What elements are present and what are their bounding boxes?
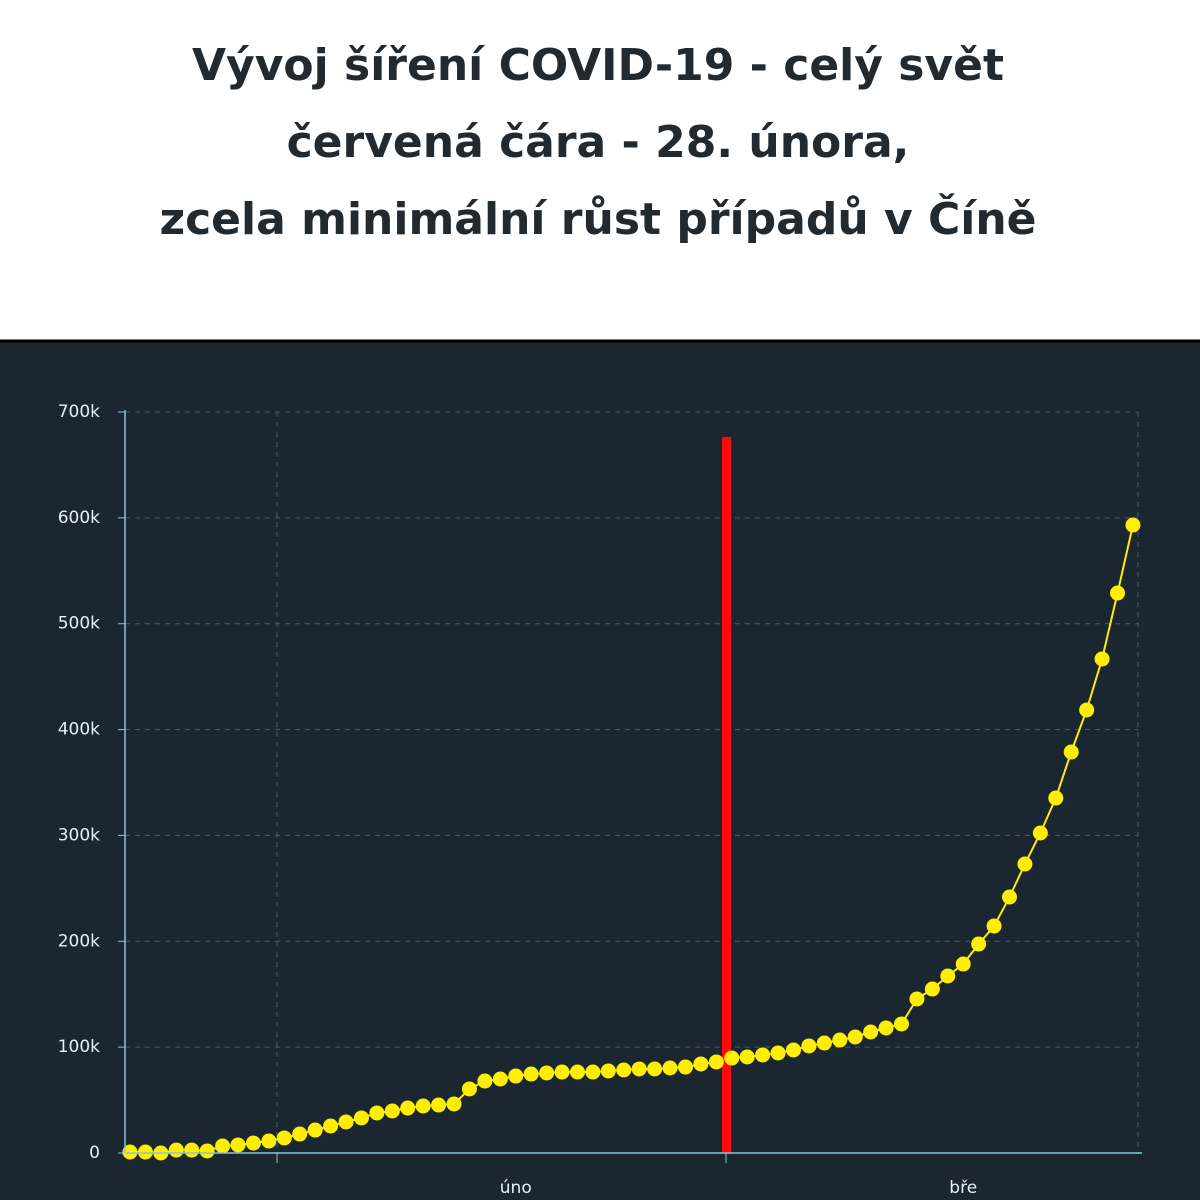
data-point <box>647 1061 663 1077</box>
y-tick-label: 400k <box>58 720 100 740</box>
chart-title: Vývoj šíření COVID-19 - celý svět <box>192 40 1004 91</box>
y-tick-label: 200k <box>58 931 100 951</box>
data-point <box>292 1126 308 1142</box>
data-point <box>971 936 987 952</box>
data-point <box>1048 790 1064 806</box>
points <box>122 517 1141 1161</box>
y-tick-label: 300k <box>58 825 100 845</box>
data-point <box>276 1130 292 1146</box>
data-point <box>1017 856 1033 872</box>
data-point <box>1002 889 1018 905</box>
data-point <box>894 1016 909 1032</box>
data-point <box>215 1138 231 1154</box>
data-point <box>569 1064 585 1080</box>
x-tick-label: bře <box>949 1178 977 1198</box>
x-tick-label: úno <box>500 1178 532 1198</box>
data-point <box>1110 585 1126 601</box>
data-point <box>693 1056 709 1072</box>
data-point <box>184 1142 200 1158</box>
data-point <box>878 1020 894 1036</box>
data-point <box>230 1137 246 1153</box>
data-point <box>338 1114 354 1130</box>
data-point <box>1063 744 1079 760</box>
data-point <box>323 1118 339 1134</box>
data-point <box>909 991 925 1007</box>
data-point <box>832 1032 848 1048</box>
data-point <box>1032 825 1048 841</box>
data-point <box>755 1047 771 1063</box>
data-point <box>461 1081 477 1097</box>
data-point <box>400 1100 416 1116</box>
data-point <box>785 1042 801 1058</box>
data-point <box>986 918 1002 934</box>
data-point <box>940 968 956 984</box>
data-point <box>137 1144 153 1160</box>
data-point <box>492 1071 508 1087</box>
plot: 0 100k 200k 300k 400k 500k 600k 700k úno bře <box>58 402 1138 1198</box>
red-marker-line <box>722 437 731 1153</box>
data-point <box>446 1096 462 1112</box>
data-point <box>384 1103 400 1119</box>
data-point <box>261 1133 277 1149</box>
data-point <box>199 1143 215 1159</box>
chart-title: zcela minimální růst případů v Číně <box>159 192 1036 245</box>
data-point <box>415 1098 431 1114</box>
data-point <box>369 1105 385 1121</box>
data-point <box>955 956 971 972</box>
data-point <box>662 1060 678 1076</box>
data-point <box>1125 517 1141 533</box>
data-point <box>554 1064 570 1080</box>
data-point <box>168 1142 184 1158</box>
y-tick-label: 100k <box>58 1037 100 1057</box>
data-point <box>801 1038 817 1054</box>
data-point <box>708 1054 724 1070</box>
data-point <box>1094 651 1110 667</box>
data-point <box>847 1029 863 1045</box>
data-point <box>631 1061 647 1077</box>
data-point <box>924 981 940 997</box>
data-point <box>616 1062 632 1078</box>
data-point <box>245 1135 261 1151</box>
chart-title: červená čára - 28. února, <box>287 117 910 168</box>
y-tick-label: 700k <box>58 402 100 422</box>
y-tick-label: 600k <box>58 508 100 528</box>
data-point <box>600 1063 616 1079</box>
data-point <box>508 1068 524 1084</box>
data-point <box>122 1144 138 1160</box>
data-point <box>770 1045 786 1061</box>
data-point <box>431 1097 447 1113</box>
data-point <box>724 1050 740 1066</box>
data-point <box>477 1073 493 1089</box>
data-point <box>307 1122 323 1138</box>
data-point <box>677 1059 693 1075</box>
data-point <box>353 1110 369 1126</box>
y-tick-label: 500k <box>58 614 100 634</box>
data-point <box>739 1049 755 1065</box>
data-point <box>816 1035 832 1051</box>
data-point <box>523 1066 539 1082</box>
y-tick-label: 0 <box>89 1143 100 1163</box>
data-point <box>585 1064 601 1080</box>
data-point <box>539 1065 555 1081</box>
data-point <box>863 1024 879 1040</box>
data-point <box>1079 702 1095 718</box>
plot-panel <box>0 340 1200 1200</box>
